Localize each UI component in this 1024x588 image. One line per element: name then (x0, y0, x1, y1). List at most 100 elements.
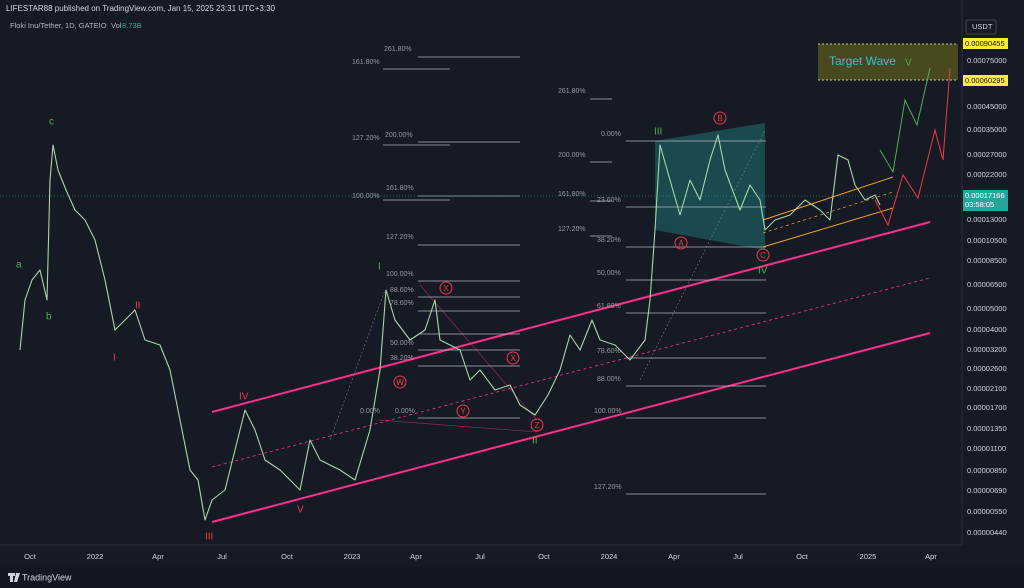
wave-label: IV (239, 392, 249, 403)
currency: USDT (972, 22, 993, 31)
time-label: Jul (475, 552, 485, 561)
time-label: Apr (152, 552, 164, 561)
fib-label: 161.80% (386, 185, 414, 192)
price-labels: 0.00075000 0.00045000 0.00035000 0.00027000… (967, 56, 1007, 537)
fib-label: 161.80% (352, 59, 380, 66)
publisher: LIFESTAR88 published on TradingView.com,… (6, 4, 276, 13)
target-label: Target Wave (829, 54, 896, 68)
orange-channel (762, 207, 894, 248)
logo (8, 573, 20, 582)
wxy-line (377, 419, 538, 433)
fib-label: 261.80% (384, 46, 412, 53)
wave-label: V (905, 58, 912, 69)
projection-green (879, 67, 931, 174)
wave-label: X (510, 354, 516, 363)
fib-label: 88.60% (390, 287, 414, 294)
time-label: 2023 (344, 552, 361, 561)
fib-label: 78.60% (597, 348, 621, 355)
price-badge-text: 0.00060295 (965, 76, 1005, 85)
fib-label: 127.20% (594, 484, 622, 491)
fib-label: 200.00% (385, 132, 413, 139)
time-label: Apr (925, 552, 937, 561)
fib-label: 100.00% (352, 193, 380, 200)
wave-label: IV (758, 266, 768, 277)
target-box (818, 44, 958, 80)
currency-box (965, 19, 997, 35)
price-label: 0.00002600 (967, 364, 1007, 373)
wave-label: a (16, 260, 22, 271)
footer-bar (0, 567, 1024, 588)
price-label: 0.00000440 (967, 528, 1007, 537)
price-label: 0.00075000 (967, 56, 1007, 65)
price-label: 0.00001700 (967, 403, 1007, 412)
price-label: 0.00003200 (967, 345, 1007, 354)
time-label: Oct (281, 552, 294, 561)
time-label: Oct (796, 552, 809, 561)
orange-channel (762, 176, 894, 221)
fib-label: 88.00% (597, 376, 621, 383)
price-label: 0.00000690 (967, 486, 1007, 495)
fib-label: 127.20% (558, 226, 586, 233)
fib-label: 0.00% (601, 131, 621, 138)
wave-label: II (135, 301, 141, 312)
wave-label: W (396, 378, 404, 387)
time-label: Jul (217, 552, 227, 561)
price-label: 0.00004000 (967, 325, 1007, 334)
price-label: 0.00035000 (967, 125, 1007, 134)
fib-label: 0.00% (395, 408, 415, 415)
price-label: 0.00045000 (967, 102, 1007, 111)
wave-label: B (717, 114, 722, 123)
wave-label: Y (460, 407, 466, 416)
wave-label: A (678, 239, 684, 248)
wave-circles (393, 111, 770, 432)
time-labels: Oct 2022 Apr Jul Oct 2023 Apr Jul Oct 2024 Apr Jul O… (24, 552, 937, 561)
wave-label: V (297, 505, 304, 516)
wave-label: C (760, 251, 766, 260)
volume: 8.73B (122, 21, 142, 30)
fib-label: 50.00% (390, 340, 414, 347)
fib-label: 161.80% (558, 191, 586, 198)
last-price: 0.00017166 (965, 191, 1005, 200)
symbol: Floki Inu/Tether, 1D, GATEIO (10, 21, 107, 30)
countdown: 03:58:05 (965, 200, 994, 209)
volume-label: Vol (111, 21, 122, 30)
footer-brand: TradingView (22, 572, 72, 582)
fib-label: 23.60% (597, 197, 621, 204)
time-label: Oct (24, 552, 37, 561)
price-label: 0.00006500 (967, 280, 1007, 289)
fib-label: 127.20% (352, 135, 380, 142)
price-label: 0.00027000 (967, 150, 1007, 159)
price-label: 0.00022000 (967, 170, 1007, 179)
wave-label: I (113, 353, 116, 364)
last-price-badge (963, 190, 1008, 211)
wave-labels: a b c I II III IV V II I IV V III (16, 58, 912, 543)
fib-label: 200.00% (558, 152, 586, 159)
wave-label: b (46, 312, 52, 323)
wave-label: c (49, 117, 54, 128)
fib-label: 38.20% (597, 237, 621, 244)
time-label: 2025 (860, 552, 877, 561)
price-label: 0.00008500 (967, 256, 1007, 265)
wave-label: I (378, 262, 381, 273)
wxy-line (419, 284, 538, 421)
time-label: Apr (668, 552, 680, 561)
time-label: 2022 (87, 552, 104, 561)
fib-label: 78.60% (390, 300, 414, 307)
price-label: 0.00002100 (967, 384, 1007, 393)
wave-label: III (205, 532, 213, 543)
fib-lines (383, 56, 766, 495)
fib-label: 127.20% (386, 234, 414, 241)
price-label: 0.00000550 (967, 507, 1007, 516)
channel-mid (211, 277, 931, 468)
projection-red (874, 67, 951, 227)
price-badge-text: 0.00090455 (965, 39, 1005, 48)
fib-label: 50.00% (597, 270, 621, 277)
wave-label: X (443, 284, 449, 293)
fib-label: 0.00% (360, 408, 380, 415)
channel-upper (211, 221, 931, 413)
time-label: Apr (410, 552, 422, 561)
price-label: 0.00013000 (967, 215, 1007, 224)
price-line (19, 134, 881, 521)
